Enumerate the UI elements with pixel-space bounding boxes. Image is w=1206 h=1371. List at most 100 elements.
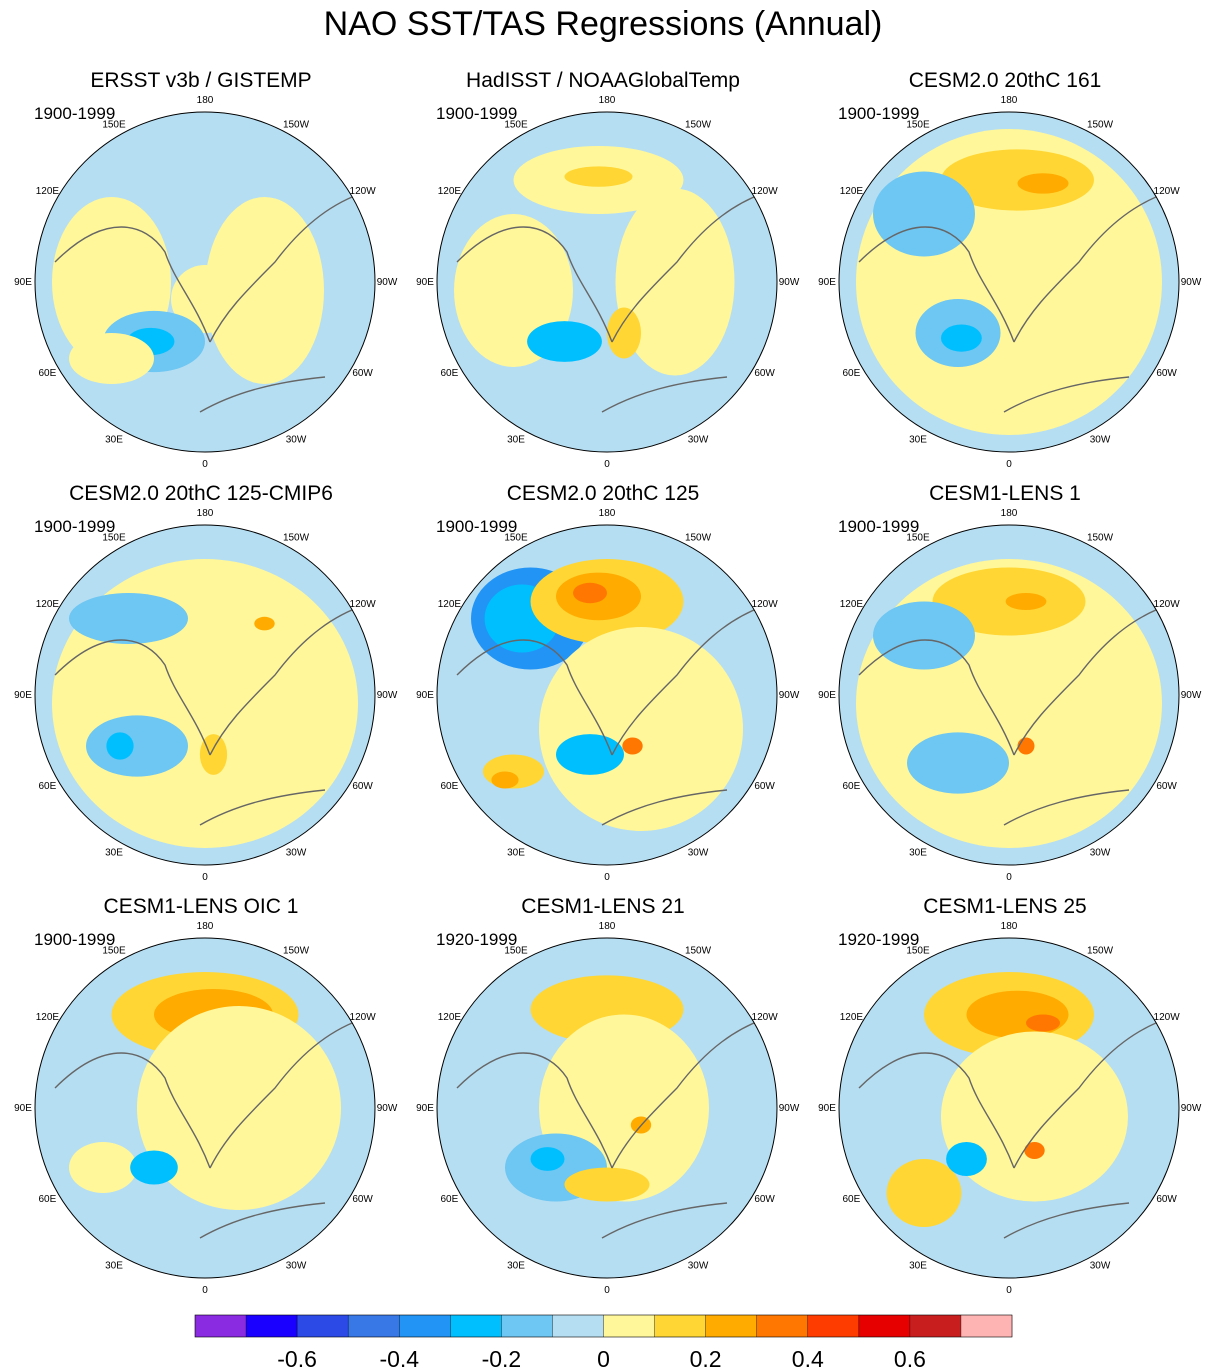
longitude-label: 90E [416,1103,434,1114]
regression-region [254,616,275,631]
regression-region [564,166,633,187]
panel-years: 1900-1999 [34,104,116,123]
longitude-label: 0 [1006,459,1012,470]
longitude-label: 90E [818,277,836,288]
longitude-label: 30E [507,1261,525,1272]
colorbar-swatch [756,1315,809,1337]
longitude-label: 60W [352,781,373,792]
regression-region [556,734,624,775]
panel-years: 1900-1999 [838,104,920,123]
panel-years: 1920-1999 [436,930,518,949]
longitude-label: 150E [102,119,126,130]
regression-region [1017,737,1035,755]
longitude-label: 180 [599,921,616,932]
colorbar-tick-label: -0.6 [277,1346,317,1371]
coastline [54,191,366,413]
longitude-label: 180 [197,508,214,519]
longitude-label: 30W [1090,1261,1111,1272]
regression-region [1005,593,1047,610]
longitude-label: 90W [377,1103,398,1114]
longitude-label: 180 [197,921,214,932]
longitude-label: 120W [752,599,779,610]
panel-title: ERSST v3b / GISTEMP [90,69,312,92]
longitude-label: 60W [1156,368,1177,379]
longitude-label: 150E [504,532,528,543]
longitude-label: 0 [604,459,610,470]
map-border [838,524,1180,866]
panel-years: 1900-1999 [436,517,518,536]
longitude-label: 0 [604,872,610,883]
regression-region [966,990,1069,1039]
longitude-label: 60E [39,781,57,792]
longitude-label: 90E [14,690,32,701]
panel-years: 1900-1999 [838,517,920,536]
regression-region [564,1167,650,1202]
coastline [456,191,768,413]
colorbar-swatch [552,1315,604,1337]
polar-map: 180 150W 120W 90W 60W 30W 0 30E 60E 90E 120E 150E [818,921,1202,1296]
colorbar-swatch [909,1315,962,1337]
panel-title: CESM1-LENS 21 [521,895,685,918]
longitude-label: 90W [779,1103,800,1114]
colorbar-tick-label: -0.4 [379,1346,419,1371]
longitude-label: 90W [779,277,800,288]
colorbar-frame [194,1314,1013,1338]
longitude-label: 150W [1087,532,1114,543]
longitude-label: 60E [39,1194,57,1205]
longitude-label: 0 [202,459,208,470]
longitude-label: 150W [685,532,712,543]
coastline [54,604,366,826]
regression-region [130,1150,178,1185]
map-border [34,524,376,866]
map-border [436,937,778,1279]
colorbar-swatch [501,1315,553,1337]
longitude-label: 30W [688,1261,709,1272]
map-panel: 180 150W 120W 90W 60W 30W 0 30E 60E 90E 120E 150E CE… [804,826,1206,1296]
longitude-label: 60W [352,368,373,379]
colorbar-tick-label: 0 [597,1346,610,1371]
polar-map: 180 150W 120W 90W 60W 30W 0 30E 60E 90E 120E 150E [416,508,800,883]
longitude-label: 30E [105,848,123,859]
longitude-label: 60E [441,368,459,379]
longitude-label: 60E [441,1194,459,1205]
colorbar-tick-label: 0.4 [792,1346,824,1371]
longitude-label: 90E [416,277,434,288]
longitude-label: 180 [1001,921,1018,932]
colorbar-swatch [195,1315,247,1337]
panel-title: CESM2.0 20thC 125 [506,482,700,505]
coastline [858,191,1170,413]
regression-region [69,1142,137,1193]
longitude-label: 180 [599,508,616,519]
longitude-label: 0 [604,1285,610,1296]
map-panel: 180 150W 120W 90W 60W 30W 0 30E 60E 90E 120E 150E Ha… [402,0,804,470]
map-border [34,937,376,1279]
longitude-label: 30E [909,1261,927,1272]
figure-title: NAO SST/TAS Regressions (Annual) [323,5,883,43]
longitude-label: 60W [754,781,775,792]
map-panel: 180 150W 120W 90W 60W 30W 0 30E 60E 90E 120E 150E CE… [804,413,1206,883]
longitude-label: 90E [14,277,32,288]
longitude-label: 150W [283,119,310,130]
panel-title: CESM1-LENS OIC 1 [103,895,299,918]
longitude-label: 150E [906,945,930,956]
longitude-label: 30E [105,1261,123,1272]
regression-region [69,333,154,384]
panel-years: 1900-1999 [34,930,116,949]
longitude-label: 120W [1154,1012,1181,1023]
longitude-label: 150E [504,119,528,130]
longitude-label: 90E [14,1103,32,1114]
coastline [54,1017,366,1239]
colorbar-swatch [348,1315,400,1337]
longitude-label: 90E [818,690,836,701]
longitude-label: 30E [507,435,525,446]
longitude-label: 60E [843,368,861,379]
colorbar-swatch [450,1315,502,1337]
colorbar-tick-label: 0.6 [894,1346,926,1371]
panel-years: 1920-1999 [838,930,920,949]
polar-map: 180 150W 120W 90W 60W 30W 0 30E 60E 90E 120E 150E [818,95,1202,470]
longitude-label: 120W [752,186,779,197]
longitude-label: 180 [1001,508,1018,519]
longitude-label: 30W [1090,848,1111,859]
map-panel: 180 150W 120W 90W 60W 30W 0 30E 60E 90E 120E 150E ER… [0,0,402,470]
regression-region [946,1142,987,1176]
